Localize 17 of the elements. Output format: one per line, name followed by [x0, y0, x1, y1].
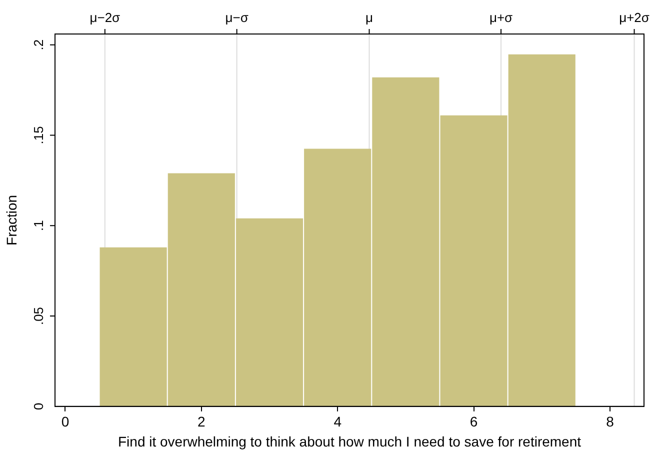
y-tick-label: .15	[31, 126, 46, 144]
y-tick-label: .1	[31, 220, 46, 232]
x-tick-label: 0	[61, 414, 70, 430]
y-tick-label: .05	[31, 306, 46, 326]
x-tick-label: 2	[198, 414, 206, 430]
y-axis-title: Fraction	[3, 194, 20, 246]
ref-line-label: μ+2σ	[619, 10, 650, 26]
x-tick-label: 8	[606, 414, 614, 430]
ref-line-label: μ−2σ	[90, 10, 120, 26]
x-tick-label: 4	[334, 414, 342, 430]
x-axis-title: Find it overwhelming to think about how much I need to save for retirement	[118, 433, 582, 450]
x-tick-label: 6	[470, 414, 478, 430]
ref-line-label: μ+σ	[489, 10, 513, 26]
ref-line-label: μ−σ	[225, 10, 248, 26]
y-tick-label: .2	[31, 39, 46, 50]
y-tick-label: 0	[31, 402, 46, 410]
ref-line-label: μ	[365, 10, 373, 26]
